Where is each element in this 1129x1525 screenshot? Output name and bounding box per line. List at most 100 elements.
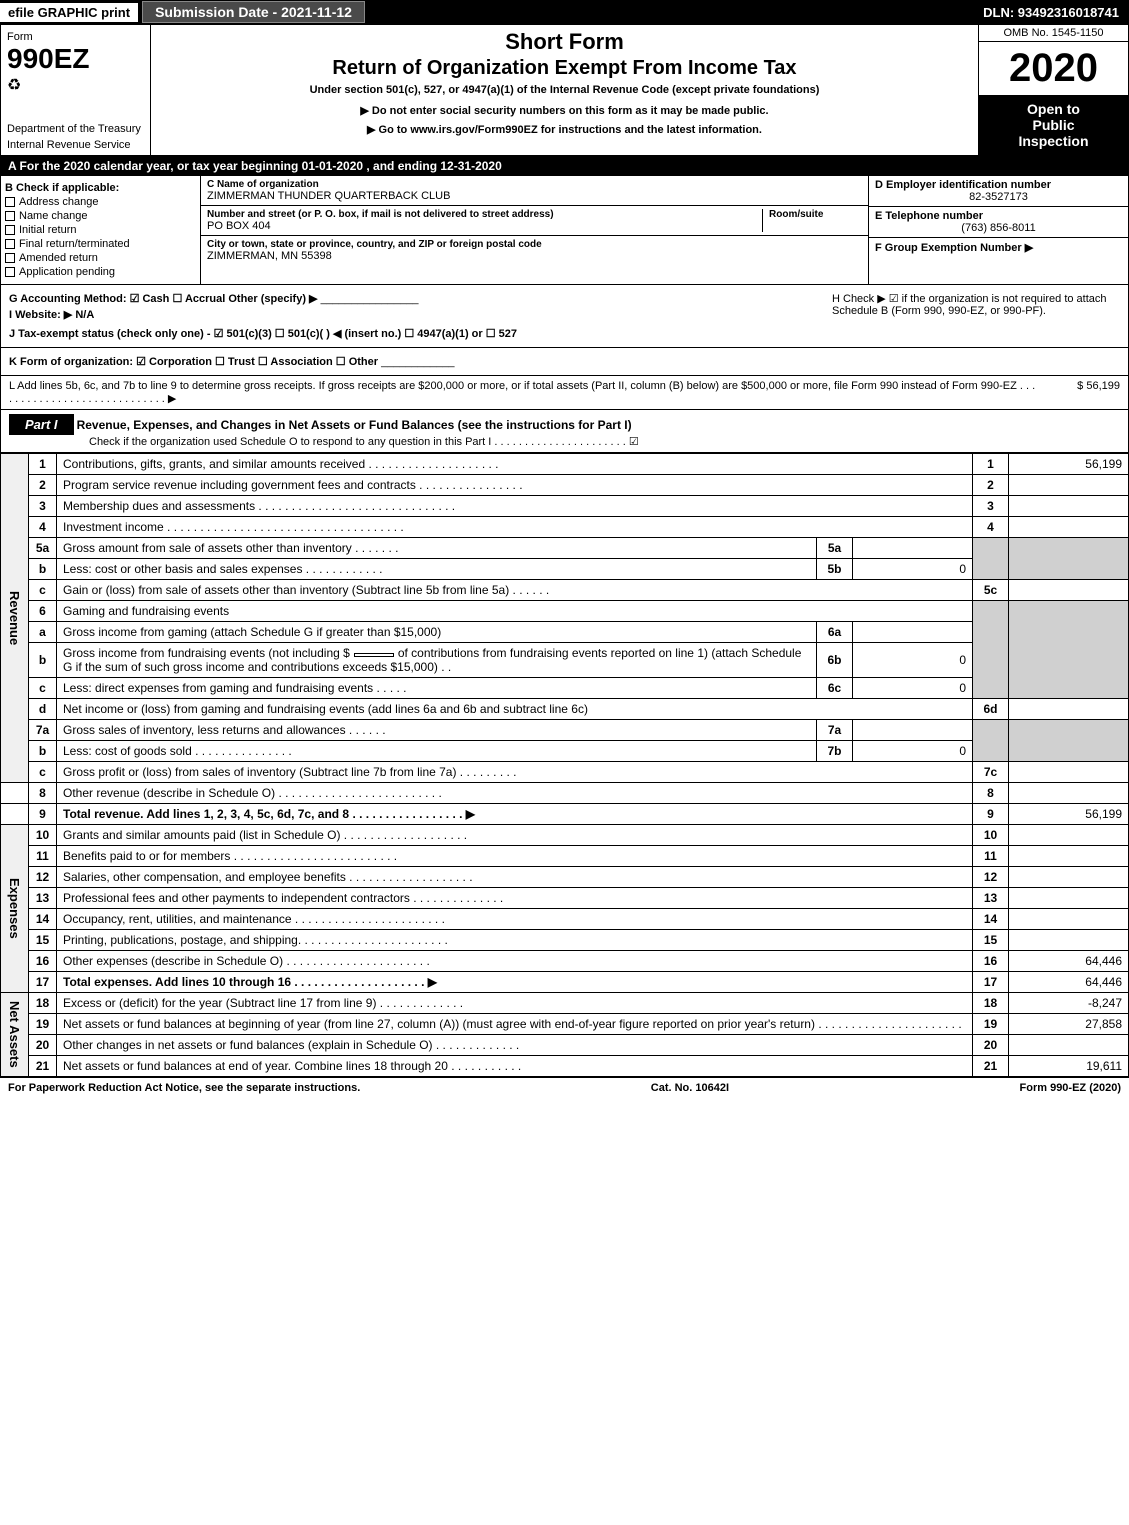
- line-13-desc: Professional fees and other payments to …: [57, 888, 973, 909]
- checkboxes-column: B Check if applicable: Address change Na…: [1, 176, 201, 284]
- line-11-box: 11: [973, 846, 1009, 867]
- line-6c-desc: Less: direct expenses from gaming and fu…: [57, 678, 817, 699]
- shaded-6: [973, 601, 1009, 699]
- line-14-amt: [1009, 909, 1129, 930]
- recycle-icon: ♻: [7, 75, 144, 95]
- line-3-desc: Membership dues and assessments . . . . …: [57, 496, 973, 517]
- line-7a-desc: Gross sales of inventory, less returns a…: [57, 720, 817, 741]
- header-right: OMB No. 1545-1150 2020 Open to Public In…: [978, 25, 1128, 155]
- efile-print-label[interactable]: efile GRAPHIC print: [0, 3, 138, 22]
- org-city-label: City or town, state or province, country…: [207, 239, 862, 250]
- line-7c-desc: Gross profit or (loss) from sales of inv…: [57, 762, 973, 783]
- goto-link-text[interactable]: ▶ Go to www.irs.gov/Form990EZ for instru…: [155, 123, 974, 136]
- org-addr-label: Number and street (or P. O. box, if mail…: [207, 209, 762, 220]
- shaded-5: [973, 538, 1009, 580]
- line-5a-desc: Gross amount from sale of assets other t…: [57, 538, 817, 559]
- ein-value: 82-3527173: [875, 191, 1122, 203]
- line-13-num: 13: [29, 888, 57, 909]
- line-12-amt: [1009, 867, 1129, 888]
- line-13-box: 13: [973, 888, 1009, 909]
- line-8-num: 8: [29, 783, 57, 804]
- line-6b-sub-amt: 0: [853, 643, 973, 678]
- line-6-desc: Gaming and fundraising events: [57, 601, 973, 622]
- irs-label: Internal Revenue Service: [7, 139, 131, 151]
- line-9-num: 9: [29, 804, 57, 825]
- line-5a-sub-amt: [853, 538, 973, 559]
- line-21-desc: Net assets or fund balances at end of ye…: [57, 1056, 973, 1077]
- meta-rows: G Accounting Method: ☑ Cash ☐ Accrual Ot…: [0, 285, 1129, 348]
- gross-receipts-amt: $ 56,199: [1040, 380, 1120, 405]
- line-16-desc: Other expenses (describe in Schedule O) …: [57, 951, 973, 972]
- line-4-num: 4: [29, 517, 57, 538]
- line-6a-sub-amt: [853, 622, 973, 643]
- line-1-desc: Contributions, gifts, grants, and simila…: [57, 454, 973, 475]
- submission-date-label: Submission Date - 2021-11-12: [142, 1, 365, 23]
- line-3-amt: [1009, 496, 1129, 517]
- line-19-box: 19: [973, 1014, 1009, 1035]
- footer-row: For Paperwork Reduction Act Notice, see …: [0, 1077, 1129, 1098]
- line-7b-desc: Less: cost of goods sold . . . . . . . .…: [57, 741, 817, 762]
- org-column: C Name of organization ZIMMERMAN THUNDER…: [201, 176, 868, 284]
- shaded-7: [973, 720, 1009, 762]
- line-15-amt: [1009, 930, 1129, 951]
- line-10-box: 10: [973, 825, 1009, 846]
- cb-address-change[interactable]: Address change: [5, 196, 196, 208]
- line-4-desc: Investment income . . . . . . . . . . . …: [57, 517, 973, 538]
- phone-label: E Telephone number: [875, 210, 1122, 222]
- line-3-box: 3: [973, 496, 1009, 517]
- line-11-desc: Benefits paid to or for members . . . . …: [57, 846, 973, 867]
- shaded-5-amt: [1009, 538, 1129, 580]
- group-exemption-label: F Group Exemption Number ▶: [875, 241, 1122, 254]
- line-16-num: 16: [29, 951, 57, 972]
- line-20-desc: Other changes in net assets or fund bala…: [57, 1035, 973, 1056]
- line-6c-num: c: [29, 678, 57, 699]
- footer-mid: Cat. No. 10642I: [360, 1082, 1019, 1094]
- line-5c-desc: Gain or (loss) from sale of assets other…: [57, 580, 973, 601]
- footer-right: Form 990-EZ (2020): [1020, 1082, 1121, 1094]
- schedule-b-check: H Check ▶ ☑ if the organization is not r…: [832, 292, 1120, 317]
- gross-receipts-text: L Add lines 5b, 6c, and 7b to line 9 to …: [9, 380, 1040, 405]
- line-15-box: 15: [973, 930, 1009, 951]
- cb-final-return[interactable]: Final return/terminated: [5, 238, 196, 250]
- part1-title: Revenue, Expenses, and Changes in Net As…: [77, 418, 632, 432]
- blank-tab-1: [1, 783, 29, 804]
- tax-exempt-status: J Tax-exempt status (check only one) - ☑…: [9, 327, 1120, 340]
- line-6b-num: b: [29, 643, 57, 678]
- line-10-num: 10: [29, 825, 57, 846]
- line-7b-num: b: [29, 741, 57, 762]
- cb-amended-return[interactable]: Amended return: [5, 252, 196, 264]
- line-5c-amt: [1009, 580, 1129, 601]
- part1-label: Part I: [9, 414, 74, 435]
- cb-initial-return[interactable]: Initial return: [5, 224, 196, 236]
- line-18-num: 18: [29, 993, 57, 1014]
- info-block: B Check if applicable: Address change Na…: [0, 176, 1129, 285]
- gross-receipts-row: L Add lines 5b, 6c, and 7b to line 9 to …: [0, 376, 1129, 410]
- line-5b-desc: Less: cost or other basis and sales expe…: [57, 559, 817, 580]
- line-2-num: 2: [29, 475, 57, 496]
- line-12-box: 12: [973, 867, 1009, 888]
- line-20-amt: [1009, 1035, 1129, 1056]
- blank-tab-2: [1, 804, 29, 825]
- return-title: Return of Organization Exempt From Incom…: [155, 57, 974, 80]
- cb-name-change[interactable]: Name change: [5, 210, 196, 222]
- under-section-text: Under section 501(c), 527, or 4947(a)(1)…: [155, 84, 974, 96]
- line-9-amt: 56,199: [1009, 804, 1129, 825]
- cb-application-pending[interactable]: Application pending: [5, 266, 196, 278]
- open-to-public: Open to Public Inspection: [979, 95, 1128, 155]
- line-17-amt: 64,446: [1009, 972, 1129, 993]
- line-2-box: 2: [973, 475, 1009, 496]
- line-8-amt: [1009, 783, 1129, 804]
- line-7a-num: 7a: [29, 720, 57, 741]
- group-exemption-cell: F Group Exemption Number ▶: [869, 238, 1128, 257]
- line-5a-sub-box: 5a: [817, 538, 853, 559]
- line-5b-sub-amt: 0: [853, 559, 973, 580]
- open-public-line2: Public: [1032, 117, 1074, 133]
- org-address-row: Number and street (or P. O. box, if mail…: [201, 206, 868, 236]
- revenue-tab: Revenue: [1, 454, 29, 783]
- line-7a-sub-box: 7a: [817, 720, 853, 741]
- line-5c-num: c: [29, 580, 57, 601]
- line-6d-amt: [1009, 699, 1129, 720]
- header-mid: Short Form Return of Organization Exempt…: [151, 25, 978, 155]
- line-7b-sub-box: 7b: [817, 741, 853, 762]
- line-10-desc: Grants and similar amounts paid (list in…: [57, 825, 973, 846]
